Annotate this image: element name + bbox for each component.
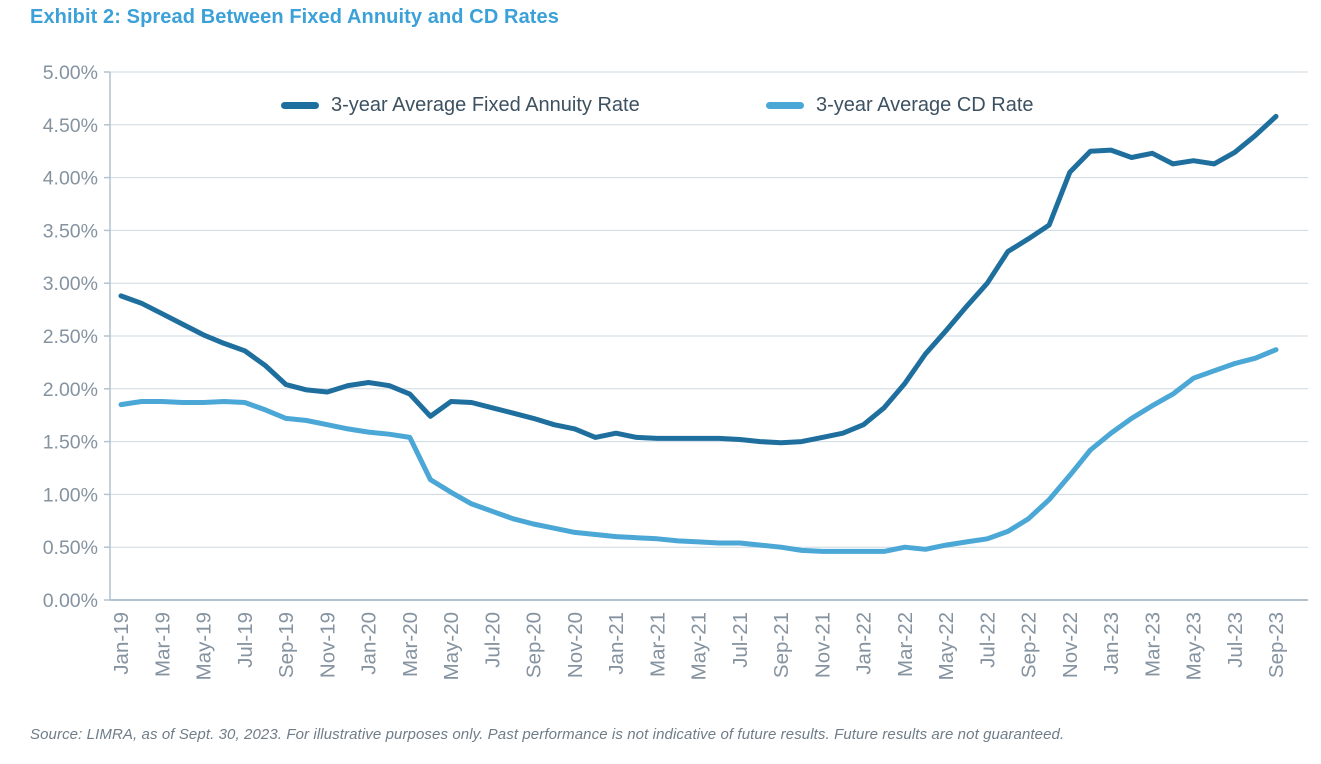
y-tick-label: 4.50%: [43, 115, 98, 137]
legend-swatch-cd-rate-icon: [766, 101, 804, 109]
source-note: Source: LIMRA, as of Sept. 30, 2023. For…: [30, 726, 1065, 743]
x-tick-label: Jul-21: [729, 612, 752, 668]
x-tick-label: May-21: [688, 612, 711, 680]
x-tick-label: May-19: [193, 612, 216, 680]
x-tick-label: Jan-20: [358, 612, 381, 675]
y-tick-label: 5.00%: [43, 62, 98, 84]
page-title: Exhibit 2: Spread Between Fixed Annuity …: [30, 6, 559, 28]
x-tick-label: Nov-21: [811, 612, 834, 678]
y-tick-label: 3.50%: [43, 220, 98, 242]
legend-item-fixed-annuity: 3-year Average Fixed Annuity Rate: [281, 93, 640, 117]
legend-swatch-fixed-annuity-icon: [281, 101, 319, 109]
x-tick-label: May-22: [935, 612, 958, 680]
x-tick-label: Sep-22: [1018, 612, 1041, 678]
x-tick-label: Sep-23: [1265, 612, 1288, 678]
legend-label-fixed-annuity: 3-year Average Fixed Annuity Rate: [331, 93, 640, 116]
x-tick-label: Nov-22: [1059, 612, 1082, 678]
x-tick-label: Jul-20: [481, 612, 504, 668]
x-tick-label: Jan-23: [1100, 612, 1123, 675]
x-tick-label: May-20: [440, 612, 463, 680]
cd-rate-line: [118, 347, 1279, 554]
x-tick-label: Jul-19: [234, 612, 257, 668]
x-tick-label: Mar-21: [646, 612, 669, 677]
y-tick-label: 1.50%: [43, 432, 98, 454]
y-tick-label: 2.00%: [43, 379, 98, 401]
y-tick-label: 2.50%: [43, 326, 98, 348]
x-tick-label: Nov-19: [316, 612, 339, 678]
x-tick-label: Jan-22: [853, 612, 876, 675]
axes-group: [104, 71, 1308, 601]
x-tick-label: Jan-19: [110, 612, 133, 675]
x-tick-label: Mar-20: [399, 612, 422, 677]
x-tick-label: Jul-23: [1224, 612, 1247, 668]
x-tick-label: Jan-21: [605, 612, 628, 675]
y-tick-label: 4.00%: [43, 168, 98, 190]
x-tick-label: Mar-19: [151, 612, 174, 677]
x-tick-label: Nov-20: [564, 612, 587, 678]
x-tick-label: Mar-22: [894, 612, 917, 677]
x-tick-label: Sep-21: [770, 612, 793, 678]
y-tick-label: 0.50%: [43, 537, 98, 559]
x-tick-label: May-23: [1183, 612, 1206, 680]
x-tick-label: Mar-23: [1141, 612, 1164, 677]
gridlines-group: [110, 71, 1308, 548]
x-tick-label: Sep-20: [523, 612, 546, 678]
legend-label-cd-rate: 3-year Average CD Rate: [816, 93, 1034, 116]
y-axis-labels: 5.00% 4.50% 4.00% 3.50% 3.00% 2.50% 2.00% 1.50%…: [43, 62, 98, 612]
x-tick-label: Jul-22: [976, 612, 999, 668]
y-tick-label: 3.00%: [43, 273, 98, 295]
x-axis-labels: Jan-19 Mar-19 May-19 Jul-19 Sep-19 Nov-19 Jan-…: [110, 612, 1288, 680]
y-tick-label: 1.00%: [43, 484, 98, 506]
y-tick-label: 0.00%: [43, 590, 98, 612]
x-tick-label: Sep-19: [275, 612, 298, 678]
fixed-annuity-line: [118, 113, 1279, 446]
legend-item-cd-rate: 3-year Average CD Rate: [766, 93, 1034, 117]
